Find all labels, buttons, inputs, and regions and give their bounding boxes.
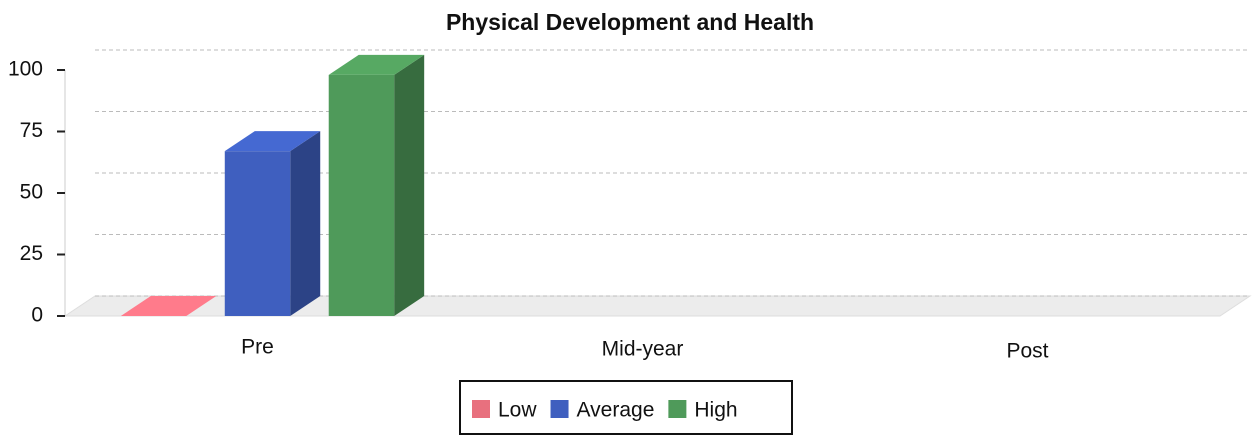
bar-side — [290, 131, 321, 316]
legend-label: High — [694, 399, 737, 422]
x-tick-label: Post — [1006, 340, 1048, 363]
y-tick-label: 75 — [20, 119, 43, 142]
bar-side — [394, 54, 425, 317]
bar-top — [120, 296, 217, 316]
y-tick-label: 100 — [8, 58, 43, 81]
chart-title: Physical Development and Health — [446, 9, 814, 35]
bar-top — [224, 131, 321, 152]
y-tick-label: 50 — [20, 181, 43, 204]
legend-label: Low — [498, 399, 537, 422]
bar-top — [328, 54, 425, 75]
bar — [328, 74, 395, 316]
x-tick-label: Mid-year — [602, 338, 684, 361]
bar — [224, 151, 291, 316]
y-tick-label: 25 — [20, 242, 43, 265]
legend-swatch — [668, 400, 687, 418]
legend-label: Average — [577, 399, 655, 422]
x-tick-label: Pre — [241, 336, 274, 359]
y-tick-label: 0 — [31, 304, 43, 327]
legend-box — [459, 380, 793, 435]
legend-swatch — [550, 400, 569, 418]
legend-swatch — [472, 400, 490, 418]
